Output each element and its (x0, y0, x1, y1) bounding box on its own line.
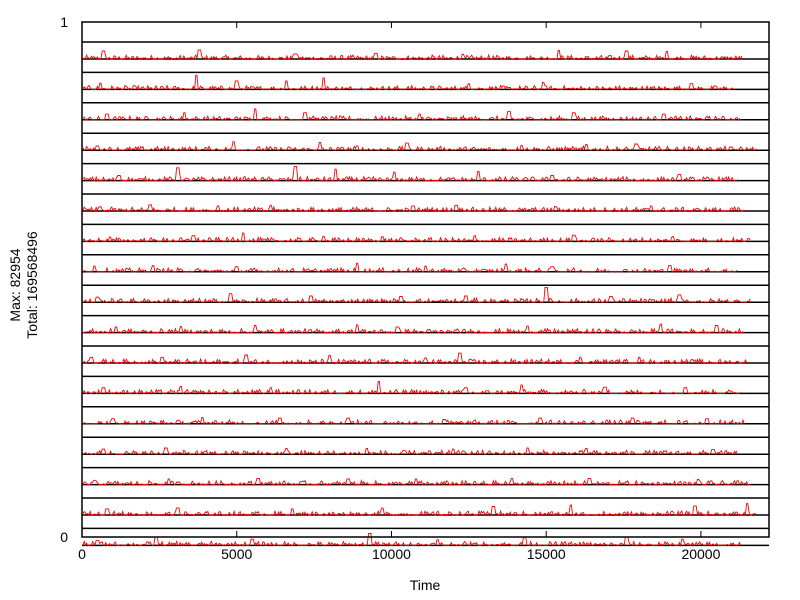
y-axis-label-max: Max: 82954 (7, 248, 23, 321)
y-axis-ticks: 01 (60, 14, 68, 545)
series-band-16 (82, 497, 769, 517)
y-tick-label: 1 (60, 14, 68, 30)
series-band-14 (82, 436, 769, 456)
x-tick-label: 15000 (527, 546, 566, 562)
series-band-17 (82, 527, 769, 547)
series-line (83, 323, 745, 334)
series-line (82, 165, 738, 183)
series-line (82, 49, 743, 61)
y-axis-label-total: Total: 16956849​6 (24, 231, 40, 339)
series-band-8 (82, 254, 769, 274)
x-tick-label: 20000 (681, 546, 720, 562)
series-band-13 (82, 406, 769, 426)
x-tick-label: 0 (78, 546, 86, 562)
x-tick-label: 10000 (372, 546, 411, 562)
series-band-9 (82, 284, 769, 304)
series-line (82, 232, 751, 243)
series-line (82, 262, 738, 274)
series-line (82, 417, 745, 426)
x-axis-ticks: 0 5000 10000 15000 20000 (78, 22, 721, 562)
series-line (82, 477, 751, 487)
series-band-6 (82, 193, 769, 213)
series-line (82, 381, 741, 395)
series-band-1 (82, 41, 769, 61)
series-line (82, 503, 757, 517)
series-line (82, 286, 751, 304)
series-band-11 (82, 345, 769, 365)
series-line (82, 352, 748, 365)
series-line (82, 141, 757, 152)
series-band-10 (82, 314, 769, 334)
series-band-2 (82, 71, 769, 91)
series-band-3 (82, 102, 769, 122)
y-tick-label: 0 (60, 529, 68, 545)
series-band-12 (82, 375, 769, 395)
series-line (82, 74, 734, 91)
series-line (82, 447, 738, 456)
plot-border (81, 21, 770, 538)
series-line (82, 108, 741, 122)
series-bands (82, 41, 769, 547)
series-line (82, 204, 745, 213)
series-band-7 (82, 223, 769, 243)
series-band-4 (82, 132, 769, 152)
series-line (82, 533, 742, 547)
plot-frame (81, 21, 770, 538)
x-tick-label: 5000 (221, 546, 252, 562)
series-band-15 (82, 466, 769, 487)
series-band-5 (82, 162, 769, 183)
x-axis-label: Time (410, 577, 441, 593)
